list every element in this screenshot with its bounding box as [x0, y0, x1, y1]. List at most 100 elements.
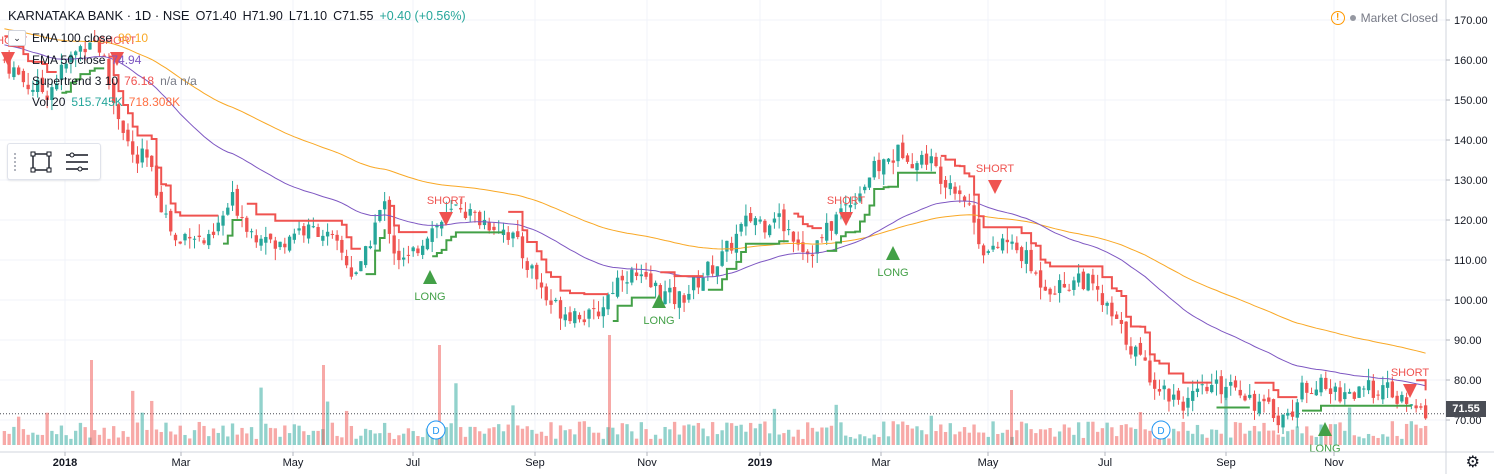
candle-body	[720, 251, 724, 266]
ema-100-line	[4, 28, 1426, 354]
candle-body	[1366, 380, 1371, 391]
volume-bar	[630, 431, 634, 445]
candle-body	[991, 245, 995, 250]
volume-bar	[297, 425, 301, 445]
candle-body	[54, 83, 59, 90]
chevron-down-icon[interactable]: ⌄	[8, 30, 26, 46]
volume-bar	[929, 415, 933, 445]
candle-body	[1005, 239, 1009, 243]
candle-body	[701, 277, 705, 291]
candle-body	[425, 238, 430, 250]
candle-body	[872, 160, 876, 178]
y-tick-label: 90.00	[1454, 335, 1482, 347]
candle-body	[829, 221, 834, 231]
supertrend-line	[508, 210, 608, 296]
candle-body	[953, 186, 957, 194]
candle-body	[929, 156, 933, 164]
candle-body	[787, 229, 791, 231]
candle-body	[1404, 397, 1409, 404]
gear-icon[interactable]: ⚙	[1465, 454, 1480, 471]
volume-bar	[1286, 431, 1290, 445]
candle-body	[696, 276, 701, 288]
indicator-value: 76.18	[124, 74, 155, 88]
candle-body	[948, 183, 952, 190]
candle-body	[772, 218, 777, 223]
indicator-value: 515.745K	[71, 95, 123, 109]
volume-bar	[254, 438, 258, 445]
market-status[interactable]: ! Market Closed	[1330, 11, 1438, 25]
candle-body	[1362, 388, 1366, 390]
candle-body	[1138, 342, 1143, 355]
volume-bar	[1114, 436, 1119, 445]
candle-body	[863, 186, 867, 191]
candle-body	[1191, 390, 1195, 401]
supertrend-line	[793, 212, 822, 230]
candle-body	[939, 166, 943, 184]
candle-body	[373, 222, 377, 245]
volume-bar	[611, 427, 615, 445]
volume-bar	[340, 437, 344, 445]
volume-bar	[97, 434, 102, 445]
volume-bar	[729, 423, 734, 445]
candle-body	[221, 215, 225, 226]
drag-handle[interactable]	[14, 152, 18, 171]
long-label: LONG	[643, 315, 674, 327]
candle-body	[1119, 319, 1124, 324]
volume-bar	[710, 422, 715, 445]
volume-bar	[83, 427, 87, 445]
volume-bar	[592, 432, 596, 445]
symbol-name[interactable]: KARNATAKA BANK · 1D · NSE	[8, 8, 190, 23]
volume-bar	[772, 408, 777, 445]
volume-bar	[283, 425, 287, 445]
indicator-ema50[interactable]: EMA 50 close 74.94	[8, 53, 466, 67]
indicator-volume[interactable]: Vol 20 515.745K 718.308K	[8, 95, 466, 109]
volume-bar	[1100, 428, 1105, 445]
volume-bar	[863, 436, 867, 445]
candle-body	[1286, 412, 1290, 416]
candle-body	[188, 236, 192, 239]
candle-body	[74, 51, 78, 56]
candle-body	[1324, 377, 1328, 389]
volume-bar	[1062, 424, 1067, 445]
volume-bar	[977, 432, 981, 445]
long-label: LONG	[1309, 443, 1340, 455]
volume-bar	[782, 433, 786, 445]
rectangle-icon[interactable]	[28, 149, 54, 175]
candle-body	[454, 204, 458, 206]
candle-body	[1347, 391, 1352, 394]
candle-body	[1095, 286, 1100, 290]
low-value: L71.10	[288, 8, 328, 23]
candle-body	[264, 236, 268, 243]
menu-lines-icon[interactable]	[64, 149, 90, 175]
short-marker	[1, 52, 15, 66]
candle-body	[131, 141, 135, 155]
volume-bar	[249, 427, 254, 445]
candle-body	[611, 292, 615, 294]
volume-bar	[1072, 434, 1076, 445]
candle-body	[962, 196, 967, 202]
volume-bar	[530, 429, 534, 445]
candle-body	[687, 293, 691, 300]
candle-body	[340, 239, 344, 253]
warning-icon[interactable]: !	[1330, 11, 1345, 25]
volume-bar	[406, 428, 411, 445]
candle-body	[1186, 397, 1190, 408]
volume-bar	[615, 434, 620, 445]
candle-body	[734, 233, 739, 253]
volume-bar	[45, 412, 49, 445]
volume-bar	[425, 428, 430, 445]
candle-body	[1300, 382, 1304, 400]
indicator-ema100[interactable]: ⌄ EMA 100 close 80.10	[8, 30, 466, 46]
x-tick-label: Mar	[172, 457, 191, 469]
volume-bar	[311, 430, 316, 445]
volume-bar	[653, 434, 658, 445]
candle-body	[1281, 414, 1285, 428]
candle-body	[178, 241, 182, 244]
volume-bar	[287, 433, 292, 445]
candle-body	[97, 40, 102, 53]
candle-body	[1200, 384, 1204, 386]
dividend-marker	[1151, 420, 1171, 440]
indicator-supertrend[interactable]: Supertrend 3 10 76.18 n/a n/a	[8, 74, 466, 88]
candle-body	[848, 204, 853, 208]
